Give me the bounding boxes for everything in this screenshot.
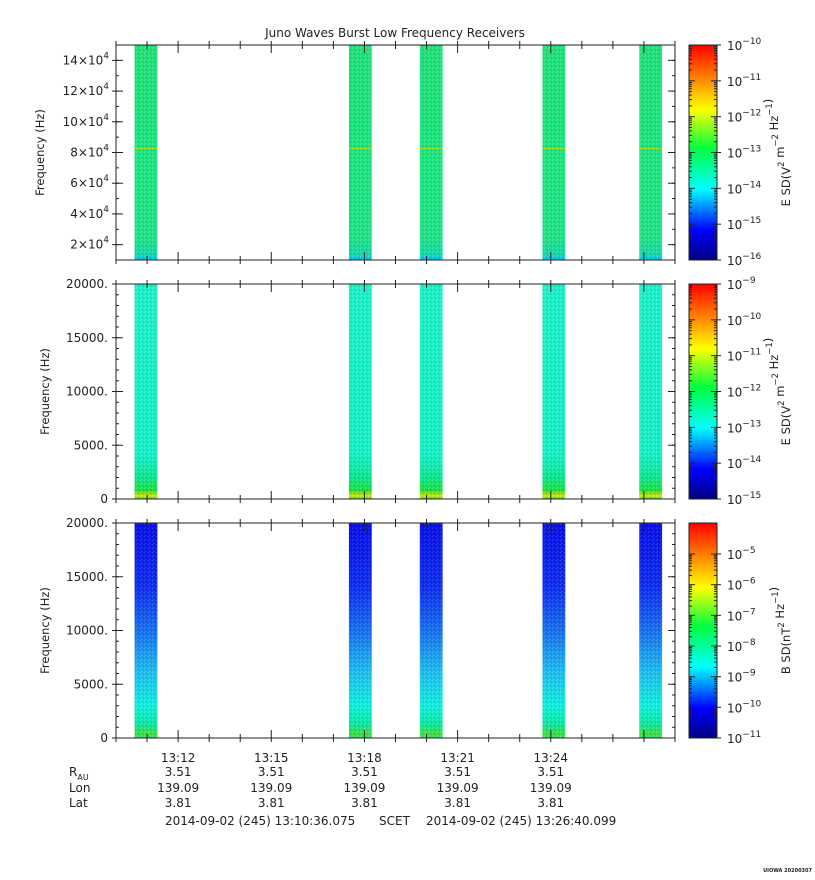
y-axis-label: Frequency (Hz) bbox=[33, 109, 47, 196]
y-tick-label: 5000. bbox=[74, 677, 108, 691]
colorbar-tick-label: 10−10 bbox=[727, 37, 762, 53]
colorbar-tick-label: 10−13 bbox=[727, 145, 761, 161]
colorbar-tick-label: 10−6 bbox=[727, 577, 756, 593]
y-axis-label: Frequency (Hz) bbox=[38, 587, 52, 674]
colorbar-tick-label: 10−9 bbox=[727, 669, 756, 685]
burst-stripe-texture bbox=[134, 523, 158, 738]
ephemeris-value: 139.09 bbox=[157, 781, 199, 795]
ephemeris-value: 139.09 bbox=[343, 781, 385, 795]
burst-stripe-texture bbox=[419, 45, 443, 260]
ephemeris-value: 3.81 bbox=[165, 796, 192, 810]
y-tick-label: 10×104 bbox=[63, 113, 110, 129]
burst-stripe-texture bbox=[348, 45, 372, 260]
colorbar-tick-label: 10−8 bbox=[727, 638, 756, 654]
colorbar-frame bbox=[688, 522, 718, 739]
y-tick-label: 6×104 bbox=[70, 174, 109, 190]
colorbar-tick-label: 10−10 bbox=[727, 312, 762, 328]
colorbar-tick-label: 10−7 bbox=[727, 607, 756, 623]
colorbar-tick-label: 10−11 bbox=[727, 348, 761, 364]
y-tick-label: 14×104 bbox=[63, 51, 110, 67]
x-tick-label: 13:24 bbox=[533, 751, 568, 765]
colorbar-tick-label: 10−12 bbox=[727, 384, 761, 400]
x-tick-label: 13:12 bbox=[161, 751, 196, 765]
y-tick-label: 0 bbox=[100, 731, 108, 745]
y-axis-label: Frequency (Hz) bbox=[38, 348, 52, 435]
y-tick-label: 10000. bbox=[66, 624, 108, 638]
colorbar-tick-label: 10−11 bbox=[727, 730, 761, 746]
colorbar-tick-label: 10−10 bbox=[727, 699, 762, 715]
colorbar-label: E SD(V2 m−2 Hz−1) bbox=[761, 99, 793, 207]
y-tick-label: 0 bbox=[100, 492, 108, 506]
spectrogram-panel-3: 0 5000. 10000. 15000. 20000. Frequency (Hz) 10… bbox=[38, 516, 793, 746]
colorbar-tick-label: 10−12 bbox=[727, 109, 761, 125]
burst-stripe-texture bbox=[542, 284, 566, 499]
burst-stripe-texture bbox=[639, 284, 663, 499]
x-tick-label: 13:18 bbox=[347, 751, 382, 765]
colorbar-tick-label: 10−14 bbox=[727, 455, 762, 471]
ephemeris-row-label: Lon bbox=[69, 781, 90, 795]
ephemeris-value: 3.81 bbox=[537, 796, 564, 810]
burst-stripe-texture bbox=[639, 523, 663, 738]
ephemeris-value: 3.51 bbox=[537, 765, 564, 779]
ephemeris-value: 139.09 bbox=[437, 781, 479, 795]
burst-stripe-texture bbox=[419, 523, 443, 738]
colorbar-tick-label: 10−5 bbox=[727, 546, 756, 562]
burst-stripe-texture bbox=[639, 45, 663, 260]
ephemeris-value: 3.51 bbox=[165, 765, 192, 779]
y-tick-label: 20000. bbox=[66, 516, 108, 530]
ephemeris-value: 3.51 bbox=[351, 765, 378, 779]
y-tick-label: 2×104 bbox=[70, 236, 109, 252]
y-tick-label: 4×104 bbox=[70, 205, 109, 221]
y-tick-label: 5000. bbox=[74, 438, 108, 452]
plot-frame bbox=[115, 44, 676, 261]
burst-stripe-texture bbox=[134, 45, 158, 260]
colorbar-tick-label: 10−11 bbox=[727, 73, 761, 89]
x-tick-label: 13:21 bbox=[440, 751, 475, 765]
footer-tag: UIOWA 20200307 bbox=[763, 868, 812, 874]
y-tick-label: 15000. bbox=[66, 331, 108, 345]
colorbar-tick-label: 10−9 bbox=[727, 276, 756, 292]
burst-stripe-texture bbox=[134, 284, 158, 499]
burst-stripe-texture bbox=[348, 284, 372, 499]
colorbar-tick-label: 10−15 bbox=[727, 491, 761, 507]
x-tick-label: 13:15 bbox=[254, 751, 289, 765]
colorbar bbox=[689, 523, 717, 738]
ephemeris-value: 3.81 bbox=[351, 796, 378, 810]
ephemeris-value: 3.51 bbox=[258, 765, 285, 779]
burst-stripe-texture bbox=[542, 523, 566, 738]
ephemeris-row-label: Lat bbox=[69, 796, 88, 810]
y-tick-label: 20000. bbox=[66, 277, 108, 291]
ephemeris-value: 139.09 bbox=[530, 781, 572, 795]
colorbar-tick-label: 10−16 bbox=[727, 252, 762, 268]
footer-end-time: 2014-09-02 (245) 13:26:40.099 bbox=[426, 814, 616, 828]
colorbar-tick-label: 10−13 bbox=[727, 419, 761, 435]
y-tick-label: 10000. bbox=[66, 385, 108, 399]
burst-stripe-texture bbox=[419, 284, 443, 499]
ephemeris-value: 3.81 bbox=[258, 796, 285, 810]
ephemeris-value: 3.81 bbox=[444, 796, 471, 810]
plot-frame bbox=[115, 283, 676, 500]
spectrogram-panel-2: 0 5000. 10000. 15000. 20000. Frequency (Hz) 10… bbox=[38, 276, 793, 507]
colorbar-tick-label: 10−15 bbox=[727, 216, 761, 232]
plot-frame bbox=[115, 522, 676, 739]
colorbar-tick-label: 10−14 bbox=[727, 180, 762, 196]
footer-scet: SCET bbox=[379, 814, 411, 828]
ephemeris-row-label: RAU bbox=[69, 765, 89, 782]
ephemeris-value: 3.51 bbox=[444, 765, 471, 779]
footer-start-time: 2014-09-02 (245) 13:10:36.075 bbox=[165, 814, 355, 828]
ephemeris-value: 139.09 bbox=[250, 781, 292, 795]
chart-title: Juno Waves Burst Low Frequency Receivers bbox=[264, 26, 525, 40]
burst-stripe-texture bbox=[542, 45, 566, 260]
ephemeris-table: RAU 3.51 3.51 3.51 3.51 3.51 Lon 139.09 139.09 13… bbox=[69, 765, 572, 810]
x-axis: 13:12 13:15 13:18 13:21 13:24 bbox=[161, 751, 568, 765]
y-tick-label: 12×104 bbox=[63, 82, 110, 98]
y-tick-label: 15000. bbox=[66, 570, 108, 584]
burst-stripe-texture bbox=[348, 523, 372, 738]
y-tick-label: 8×104 bbox=[70, 144, 109, 160]
colorbar-label: B SD(nT2 Hz−1) bbox=[767, 587, 793, 674]
spectrogram-panel-1: 2×104 4×104 6×104 8×104 10×104 12×104 14×104 Fr… bbox=[33, 37, 793, 268]
colorbar-label: E SD(V2 m−2 Hz−1) bbox=[761, 338, 793, 446]
